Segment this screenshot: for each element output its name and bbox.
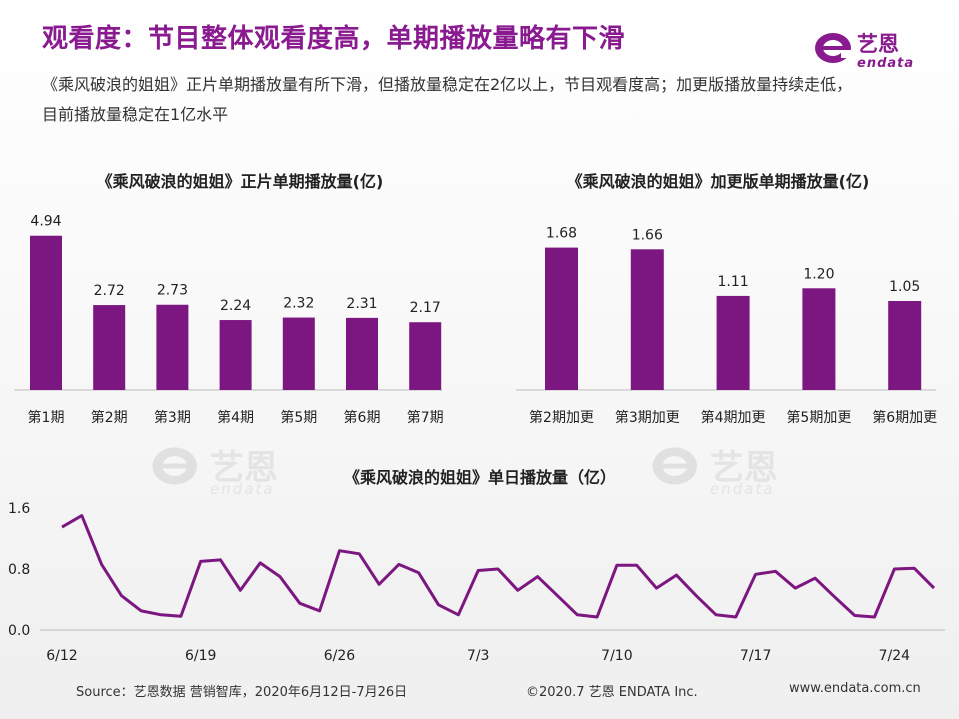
bar [30,235,62,390]
data-label: 1.20 [803,266,834,282]
footer-url[interactable]: www.endata.com.cn [789,681,921,696]
bar [219,320,252,390]
bar [346,317,378,390]
footer-copyright: ©2020.7 艺恩 ENDATA Inc. [526,685,698,700]
watermark-cn: 艺恩 [710,448,778,488]
watermark-cn: 艺恩 [210,448,278,488]
x-tick-label: 7/17 [740,648,771,664]
y-tick-label: 0.0 [8,623,30,639]
bar [93,305,126,390]
watermark-en: endata [710,480,775,498]
endata-logo: 艺恩 endata [813,22,921,78]
category-label: 第7期 [407,409,444,426]
data-label: 1.05 [889,279,920,295]
category-label: 第4期加更 [701,409,766,426]
x-tick-label: 6/12 [46,648,77,664]
page-subtitle: 《乘风破浪的姐姐》正片单期播放量有所下滑，但播放量稳定在2亿以上，节目观看度高；… [42,75,853,124]
watermark-icon [652,447,698,485]
bar [888,301,922,390]
line-chart-daily: 1.6 0.8 0.0 6/12 6/19 6/26 7/3 7/10 7/17 7/24 [8,501,945,664]
watermark: 艺恩 endata [150,440,370,510]
bar [802,288,836,390]
category-label: 第3期加更 [615,409,680,426]
category-label: 第2期 [91,409,128,426]
data-label: 1.68 [546,226,577,242]
series-line [61,514,936,619]
x-tick-label: 7/10 [601,648,632,664]
x-tick-label: 7/3 [467,648,490,664]
category-label: 第1期 [28,409,65,426]
page-title: 观看度：节目整体观看度高，单期播放量略有下滑 [42,24,626,54]
endata-logo-icon [815,33,851,63]
bar-chart-extra-episodes: 1.68 第2期加更 1.66 第3期加更 1.11 第4期加更 1.20 第5期加更 1.05… [516,226,937,426]
watermark: 艺恩 endata [650,440,870,510]
category-label: 第2期加更 [529,409,594,426]
watermark-en: endata [210,480,275,498]
data-label: 2.17 [410,300,441,316]
bar [630,249,664,390]
bar [545,247,578,390]
logo-text-en: endata [857,56,915,71]
category-label: 第6期加更 [872,409,937,426]
data-label: 1.66 [632,227,663,243]
bar [716,295,750,390]
data-label: 2.72 [94,283,125,299]
bar [156,304,189,390]
logo-text-cn: 艺恩 [857,32,899,56]
category-label: 第3期 [154,409,191,426]
chart-title-extra-episodes: 《乘风破浪的姐姐》加更版单期播放量(亿) [566,172,870,191]
data-label: 4.94 [30,214,61,230]
x-tick-label: 7/24 [879,648,911,664]
y-tick-label: 0.8 [8,562,30,578]
watermark-icon [152,447,198,485]
x-tick-label: 6/19 [185,648,216,664]
y-tick-label: 1.6 [8,501,30,517]
bar-chart-main-episodes: 4.94 第1期 2.72 第2期 2.73 第3期 2.24 第4期 2.32 第5期 2.31 第… [14,214,444,426]
footer-source: Source：艺恩数据 营销智库，2020年6月12日-7月26日 [76,685,408,700]
data-label: 2.31 [346,296,377,312]
bar [409,322,442,390]
category-label: 第5期加更 [786,409,851,426]
chart-title-daily: 《乘风破浪的姐姐》单日播放量（亿） [343,468,616,487]
category-label: 第6期 [344,409,381,426]
data-label: 1.11 [718,274,749,290]
category-label: 第5期 [280,409,317,426]
chart-title-main-episodes: 《乘风破浪的姐姐》正片单期播放量(亿) [96,172,384,191]
category-label: 第4期 [217,409,254,426]
data-label: 2.32 [283,296,314,312]
data-label: 2.73 [157,283,188,299]
x-tick-label: 6/26 [324,648,356,664]
bar [282,317,315,390]
data-label: 2.24 [220,298,251,314]
